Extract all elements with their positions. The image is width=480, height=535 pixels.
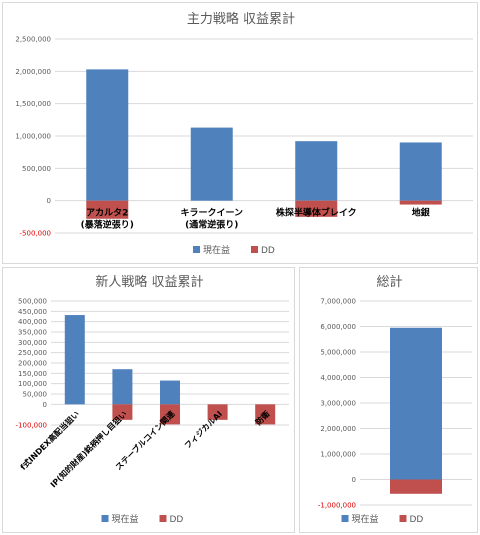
bar-dd [86, 200, 129, 219]
category-label: フィジカルAI [183, 409, 224, 450]
category-label: (暴落逆張り) [81, 219, 134, 231]
legend-swatch [159, 515, 167, 522]
bar-dd [160, 404, 180, 425]
legend-label: DD [261, 246, 275, 256]
y-tick-label: 5,000,000 [320, 349, 356, 357]
bar-dd [255, 404, 276, 425]
category-label: 株探半導体ブレイク [276, 207, 357, 219]
bar-profit [295, 141, 338, 201]
y-tick-label: 350,000 [18, 329, 47, 337]
bar-dd [399, 200, 442, 205]
legend-label: DD [170, 515, 184, 525]
y-tick-label: 1,500,000 [15, 100, 51, 108]
y-tick-label: 2,000,000 [320, 425, 356, 433]
total-chart-panel: 総計 -1,000,000 0 1,000,000 2,000,000 3,000,000… [299, 267, 478, 533]
y-tick-label: 500,000 [22, 165, 51, 173]
bar-profit [399, 142, 442, 201]
bar-profit [86, 69, 129, 201]
y-tick-label: 1,000,000 [15, 133, 51, 141]
bar-profit [64, 315, 85, 405]
y-tick-label: 0 [43, 401, 47, 409]
category-label: 地銀 [412, 207, 430, 219]
y-tick-label: 500,000 [18, 298, 47, 306]
y-tick-label: -100,000 [16, 422, 47, 430]
legend-swatch [101, 515, 109, 522]
y-tick-label: 50,000 [23, 391, 48, 399]
y-tick-label: 300,000 [18, 339, 47, 347]
bar-profit [190, 127, 233, 201]
y-tick-label: 6,000,000 [320, 323, 356, 331]
bar-profit [160, 380, 180, 405]
main-strategy-chart-panel: 主力戦略 収益累計 -500,000 0 500,000 1,000,000 1,500,… [2, 2, 478, 264]
legend-swatch [341, 515, 349, 522]
y-tick-label: 1,000,000 [320, 451, 356, 459]
main-strategy-chart: 主力戦略 収益累計 -500,000 0 500,000 1,000,000 1,500,… [15, 11, 473, 256]
chart-title: 総計 [376, 274, 402, 290]
new-strategy-chart-panel: 新人戦略 収益累計 -100,000 0 50,000 100,000 150,000 20… [2, 267, 295, 533]
y-tick-label: 100,000 [18, 380, 47, 388]
y-tick-label: 0 [352, 476, 356, 484]
chart-title: 主力戦略 収益累計 [187, 11, 295, 27]
bar-dd [295, 200, 338, 217]
new-strategy-chart: 新人戦略 収益累計 -100,000 0 50,000 100,000 150,000 20… [16, 274, 289, 525]
chart-title: 新人戦略 収益累計 [95, 274, 203, 290]
legend-swatch [193, 246, 200, 253]
legend-label: DD [410, 515, 424, 525]
bar-dd [112, 404, 133, 420]
y-tick-label: 3,000,000 [320, 400, 356, 408]
y-tick-label: 7,000,000 [320, 298, 356, 306]
y-tick-label: 4,000,000 [320, 374, 356, 382]
bar-profit [112, 369, 133, 405]
legend-label: 現在益 [352, 513, 379, 525]
y-tick-label: 2,000,000 [15, 68, 51, 76]
y-tick-label: 0 [47, 197, 51, 205]
category-label: IP(知的財産)銘柄押し目狙い [48, 409, 129, 490]
bar-profit [390, 327, 442, 480]
y-tick-label: 400,000 [18, 318, 47, 326]
bar-dd [207, 404, 228, 420]
category-label: アカルタ2 [86, 207, 128, 219]
legend-label: 現在益 [112, 513, 139, 525]
legend-swatch [251, 246, 258, 253]
category-label: キラークイーン [180, 208, 243, 219]
y-tick-label: -1,000,000 [318, 502, 356, 510]
legend-label: 現在益 [203, 244, 230, 256]
total-chart: 総計 -1,000,000 0 1,000,000 2,000,000 3,000,000… [318, 274, 472, 525]
category-label: (通常逆張り) [185, 219, 238, 231]
y-tick-label: -500,000 [20, 230, 51, 238]
y-tick-label: 450,000 [18, 308, 47, 316]
bar-dd [390, 479, 442, 494]
y-tick-label: 250,000 [18, 349, 47, 357]
legend-swatch [399, 515, 407, 522]
y-tick-label: 200,000 [18, 360, 47, 368]
y-tick-label: 150,000 [18, 370, 47, 378]
y-tick-label: 2,500,000 [15, 36, 51, 44]
